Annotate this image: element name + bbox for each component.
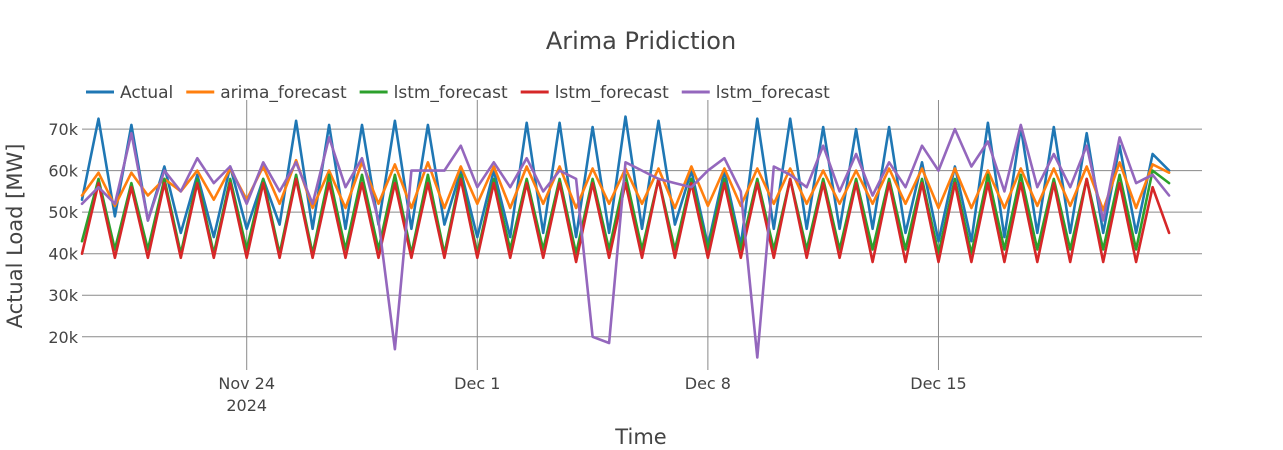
legend-label: arima_forecast bbox=[220, 83, 347, 103]
y-tick-label: 50k bbox=[48, 203, 78, 222]
series-layer bbox=[80, 115, 1171, 359]
chart-title: Arima Pridiction bbox=[546, 27, 736, 55]
legend-item-3[interactable]: lstm_forecast bbox=[359, 83, 508, 103]
legend-item-5[interactable]: lstm_forecast bbox=[681, 83, 830, 103]
legend-label: Actual bbox=[120, 83, 173, 103]
x-tick-year-label: 2024 bbox=[226, 396, 267, 415]
legend-label: lstm_forecast bbox=[716, 83, 830, 103]
x-axis-title: Time bbox=[614, 425, 666, 449]
x-tick-label: Nov 24 bbox=[218, 374, 275, 393]
legend-label: lstm_forecast bbox=[555, 83, 669, 103]
legend-item-1[interactable]: Actual bbox=[86, 83, 173, 103]
x-tick-label: Dec 8 bbox=[685, 374, 731, 393]
y-tick-label: 60k bbox=[48, 162, 78, 181]
legend-item-2[interactable]: arima_forecast bbox=[186, 83, 347, 103]
legend[interactable]: Actual arima_forecast lstm_forecast lstm_fo… bbox=[86, 83, 830, 103]
y-tick-label: 30k bbox=[48, 286, 78, 305]
x-tick-label: Dec 15 bbox=[910, 374, 966, 393]
axes-layer: 20k 30k 40k 50k 60k 70k Nov 24 2024 Dec 1 Dec 8 De… bbox=[48, 120, 966, 415]
legend-label: lstm_forecast bbox=[394, 83, 508, 103]
y-tick-label: 70k bbox=[48, 120, 78, 139]
y-tick-label: 20k bbox=[48, 328, 78, 347]
y-tick-label: 40k bbox=[48, 245, 78, 264]
legend-item-4[interactable]: lstm_forecast bbox=[520, 83, 669, 103]
series-line-4 bbox=[80, 177, 1171, 264]
series-line-5 bbox=[80, 123, 1171, 359]
y-axis-title: Actual Load [MW] bbox=[3, 144, 27, 329]
x-tick-label: Dec 1 bbox=[454, 374, 500, 393]
